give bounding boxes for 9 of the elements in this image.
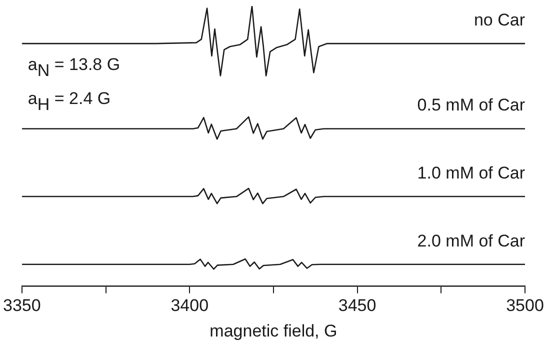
x-tick-label: 3400 [170,296,209,316]
series-label: no Car [474,10,526,30]
x-axis-title: magnetic field, G [210,321,338,340]
x-tick-label: 3500 [506,296,544,316]
x-tick-label: 3450 [338,296,376,316]
x-tick-label: 3350 [2,296,41,316]
series-label: 2.0 mM of Car [417,231,526,250]
series-label: 1.0 mM of Car [417,164,526,183]
series-label: 0.5 mM of Car [417,96,526,115]
